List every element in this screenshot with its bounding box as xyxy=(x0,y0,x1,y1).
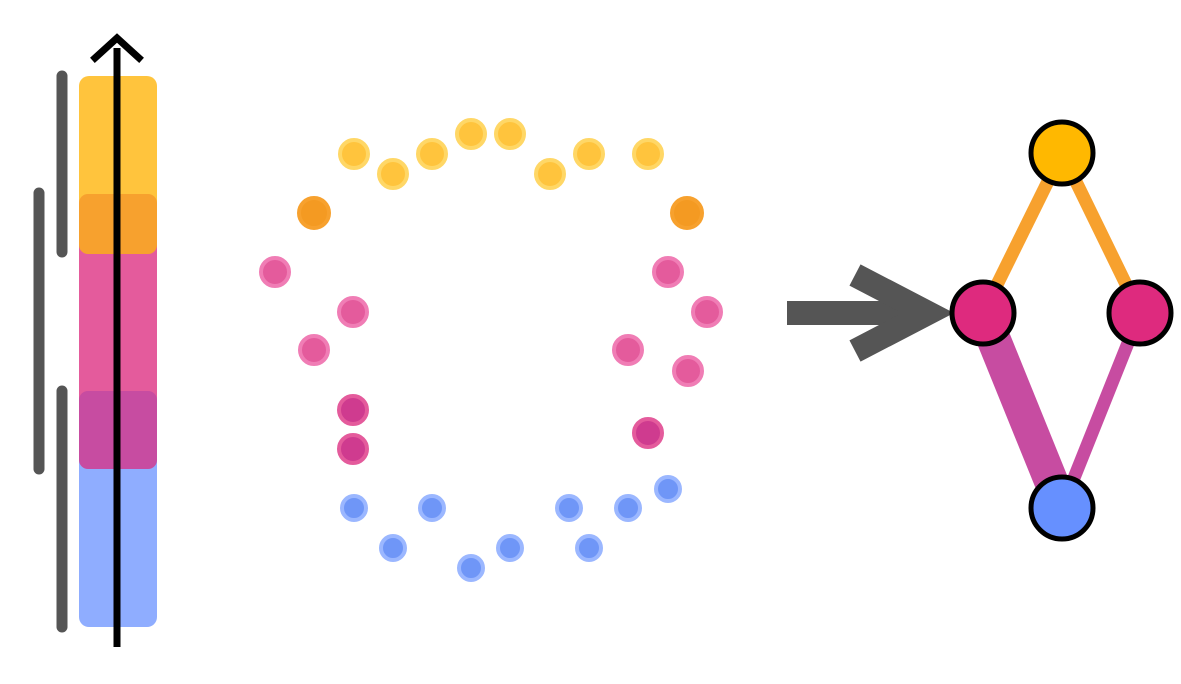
edge-right-bottom xyxy=(1055,310,1147,511)
edge-left-bottom xyxy=(967,306,1078,515)
ring-dot xyxy=(455,118,487,150)
right-arrow-icon xyxy=(787,264,954,362)
ring-dot xyxy=(555,494,583,522)
ring-dot xyxy=(496,534,524,562)
ring-dot xyxy=(672,355,704,387)
ring-dot xyxy=(298,334,330,366)
ring-dot xyxy=(575,534,603,562)
ring-dot xyxy=(614,494,642,522)
point-ring-panel xyxy=(259,118,723,582)
node-bottom xyxy=(1028,474,1096,542)
diamond-graph-panel xyxy=(949,119,1174,542)
node-right xyxy=(1106,279,1174,347)
ring-dot xyxy=(338,138,370,170)
ring-dot xyxy=(418,494,446,522)
ring-dot xyxy=(457,554,485,582)
node-left xyxy=(949,279,1017,347)
ring-dot xyxy=(416,138,448,170)
axis-arrow-head xyxy=(90,33,144,63)
interval-bar-panel xyxy=(33,33,157,647)
ring-dot xyxy=(654,475,682,503)
ring-dot xyxy=(379,534,407,562)
ring-dot xyxy=(612,334,644,366)
ring-dot xyxy=(534,158,566,190)
ring-dot xyxy=(337,433,369,465)
ring-dot xyxy=(340,494,368,522)
node-top xyxy=(1028,119,1096,187)
ring-dot xyxy=(297,196,331,230)
ring-dot xyxy=(337,296,369,328)
ring-dot xyxy=(573,138,605,170)
ring-dot xyxy=(632,138,664,170)
ring-dot xyxy=(670,196,704,230)
ring-dot xyxy=(337,394,369,426)
ring-dot xyxy=(377,158,409,190)
ring-dot xyxy=(632,417,664,449)
ring-dot xyxy=(259,256,291,288)
ring-dot xyxy=(494,118,526,150)
ring-dot xyxy=(691,296,723,328)
ring-dot xyxy=(652,256,684,288)
